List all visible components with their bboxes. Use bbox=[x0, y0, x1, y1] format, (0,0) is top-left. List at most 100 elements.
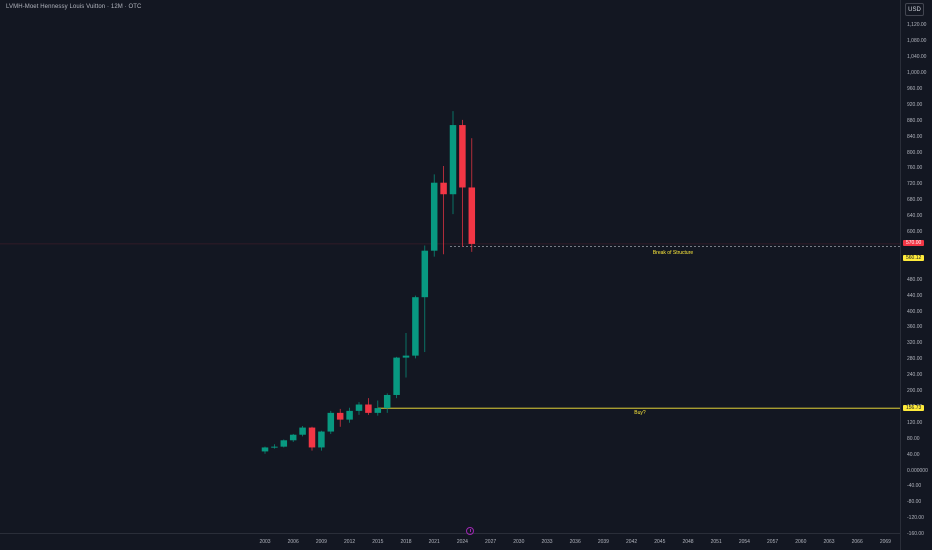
candle-2009[interactable] bbox=[318, 430, 325, 451]
candle-body bbox=[449, 125, 457, 195]
symbol-title[interactable]: LVMH-Moet Hennessy Louis Vuitton · 12M ·… bbox=[6, 4, 142, 10]
candle-body bbox=[318, 431, 325, 448]
candle-body bbox=[355, 404, 363, 411]
candle-body bbox=[346, 410, 353, 420]
candle-2023[interactable] bbox=[449, 111, 457, 215]
time-axis-label: 2009 bbox=[315, 539, 327, 545]
candle-2006[interactable] bbox=[289, 433, 297, 442]
break-of-structure-label[interactable]: Break of Structure bbox=[652, 250, 694, 256]
price-axis-label: 880.00 bbox=[907, 117, 923, 124]
price-axis-label: 480.00 bbox=[907, 276, 923, 283]
time-axis-label: 2015 bbox=[372, 539, 384, 545]
bos-level-price-tag: 560.12 bbox=[903, 255, 925, 261]
time-axis-label: 2057 bbox=[767, 539, 779, 545]
price-axis-label: 1,080.00 bbox=[907, 38, 927, 45]
candle-body bbox=[261, 447, 269, 452]
candle-2019[interactable] bbox=[412, 295, 419, 359]
time-axis-label: 2063 bbox=[823, 539, 835, 545]
candle-2020[interactable] bbox=[421, 245, 429, 353]
candle-body bbox=[289, 434, 297, 441]
time-axis-label: 2036 bbox=[569, 539, 581, 545]
price-axis-label: 760.00 bbox=[907, 165, 923, 172]
candle-2005[interactable] bbox=[280, 439, 288, 448]
time-axis-label: 2006 bbox=[287, 539, 299, 545]
candle-body bbox=[459, 125, 466, 188]
price-axis-label: 1,040.00 bbox=[907, 54, 927, 61]
price-axis-label: 120.00 bbox=[907, 419, 923, 426]
price-axis-label: 80.00 bbox=[907, 435, 920, 442]
price-axis-label: 320.00 bbox=[907, 340, 923, 347]
time-axis-label: 2024 bbox=[456, 539, 468, 545]
price-axis-label: 360.00 bbox=[907, 324, 923, 331]
time-axis-label: 2054 bbox=[738, 539, 750, 545]
time-axis-label: 2027 bbox=[485, 539, 497, 545]
candle-body bbox=[468, 187, 476, 244]
time-axis-label: 2042 bbox=[626, 539, 638, 545]
candle-2024[interactable] bbox=[459, 119, 466, 247]
price-axis-label: -120.00 bbox=[907, 515, 924, 522]
candle-2021[interactable] bbox=[430, 174, 438, 257]
time-axis-label: 2012 bbox=[344, 539, 356, 545]
price-axis-label: 680.00 bbox=[907, 197, 923, 204]
price-axis-label: 440.00 bbox=[907, 292, 923, 299]
price-axis-label: 720.00 bbox=[907, 181, 923, 188]
time-axis-label: 2045 bbox=[654, 539, 666, 545]
time-axis-label: 2003 bbox=[259, 539, 271, 545]
price-axis-label: 40.00 bbox=[907, 451, 920, 458]
time-axis-label: 2039 bbox=[597, 539, 609, 545]
price-axis-label: 240.00 bbox=[907, 372, 923, 379]
candle-body bbox=[280, 440, 288, 447]
currency-button[interactable]: USD bbox=[905, 3, 924, 16]
price-axis-label: 400.00 bbox=[907, 308, 923, 315]
price-axis-label: 960.00 bbox=[907, 85, 923, 92]
candle-2016[interactable] bbox=[383, 393, 391, 413]
candle-2015[interactable] bbox=[374, 400, 382, 416]
candle-2010[interactable] bbox=[327, 410, 335, 434]
time-axis-label: 2033 bbox=[541, 539, 553, 545]
candle-body bbox=[365, 404, 372, 413]
candle-body bbox=[308, 427, 316, 448]
candle-2007[interactable] bbox=[299, 425, 306, 437]
candle-2003[interactable] bbox=[261, 446, 269, 454]
candle-body bbox=[402, 355, 410, 358]
price-axis-label: 640.00 bbox=[907, 213, 923, 220]
candle-2025[interactable] bbox=[468, 138, 476, 252]
candle-body bbox=[327, 412, 335, 432]
time-axis-label: 2048 bbox=[682, 539, 694, 545]
price-axis-label: -160.00 bbox=[907, 531, 924, 538]
time-axis-label: 2069 bbox=[879, 539, 891, 545]
price-axis-separator bbox=[900, 0, 901, 550]
buy-label[interactable]: Buy? bbox=[634, 410, 646, 416]
price-axis-label: 920.00 bbox=[907, 101, 923, 108]
candle-2012[interactable] bbox=[346, 407, 353, 423]
candle-2013[interactable] bbox=[355, 402, 363, 415]
price-axis-label: -40.00 bbox=[907, 483, 922, 490]
candle-body bbox=[374, 408, 382, 413]
candle-2017[interactable] bbox=[393, 356, 400, 399]
candle-2004[interactable] bbox=[271, 444, 278, 449]
candle-2014[interactable] bbox=[365, 398, 372, 415]
candle-body bbox=[412, 297, 419, 356]
candle-body bbox=[430, 182, 438, 251]
price-axis-label: 200.00 bbox=[907, 388, 923, 394]
candle-2018[interactable] bbox=[402, 332, 410, 378]
price-axis-label: 840.00 bbox=[907, 133, 923, 140]
candle-2008[interactable] bbox=[308, 426, 316, 451]
last-price-tag: 570.00 bbox=[903, 240, 925, 246]
price-axis-label: 280.00 bbox=[907, 356, 923, 363]
candle-2011[interactable] bbox=[336, 408, 344, 427]
time-axis-label: 2030 bbox=[513, 539, 525, 545]
candle-body bbox=[393, 357, 400, 395]
price-axis-label: -80.00 bbox=[907, 499, 922, 506]
candle-2022[interactable] bbox=[440, 166, 447, 255]
time-axis-separator bbox=[0, 533, 900, 534]
time-axis-label: 2060 bbox=[795, 539, 807, 545]
candle-body bbox=[336, 412, 344, 420]
candle-body bbox=[421, 250, 429, 298]
time-axis-label: 2051 bbox=[710, 539, 722, 545]
clock-icon[interactable] bbox=[466, 527, 474, 535]
candle-body bbox=[271, 446, 278, 448]
price-axis-label: 600.00 bbox=[907, 229, 923, 235]
time-axis-label: 2021 bbox=[428, 539, 440, 545]
